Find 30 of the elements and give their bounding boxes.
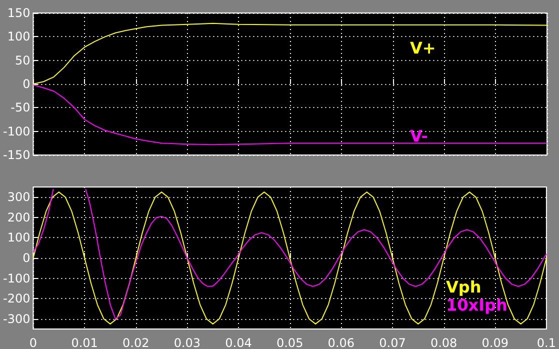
y-tick-label: -100 <box>3 124 30 138</box>
line-series <box>32 22 548 84</box>
y-tick-label: 300 <box>7 190 30 204</box>
y-tick-label: 100 <box>7 230 30 245</box>
x-tick-label: 0.08 <box>430 336 458 349</box>
series-label: V- <box>410 126 428 146</box>
series-label: V+ <box>410 38 436 58</box>
y-tick-label: 100 <box>7 30 30 44</box>
y-tick-label: 0 <box>22 251 30 265</box>
x-tick-label: 0.02 <box>122 336 150 349</box>
y-tick-label: -150 <box>3 148 30 162</box>
y-tick-label: 50 <box>14 53 30 68</box>
y-tick-label: 200 <box>7 210 30 224</box>
x-tick-label: 0.07 <box>379 336 406 349</box>
series-label: 10xIph <box>446 296 508 314</box>
y-tick-label: 150 <box>7 6 30 20</box>
x-tick-label: 0.09 <box>482 336 508 349</box>
y-tick-label: -200 <box>3 292 30 306</box>
x-tick-label: 0.06 <box>328 336 355 349</box>
x-tick-label: 0.03 <box>174 336 201 349</box>
line-series <box>32 84 548 146</box>
y-tick-label: -300 <box>3 312 30 326</box>
series-label: Vph <box>446 278 482 296</box>
x-tick-label: 0.01 <box>71 336 98 349</box>
y-tick-label: 0 <box>22 77 30 91</box>
x-tick-label: 0.1 <box>536 336 556 349</box>
y-tick-label: -100 <box>3 271 30 286</box>
x-tick-label: 0.05 <box>276 336 304 349</box>
y-tick-label: -50 <box>10 100 30 115</box>
x-tick-label: 0.04 <box>225 336 252 349</box>
